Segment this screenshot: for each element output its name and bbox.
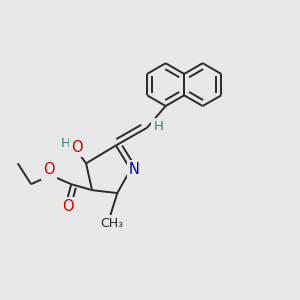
Text: H: H [60, 137, 70, 150]
Text: O: O [43, 162, 55, 177]
Text: CH₃: CH₃ [100, 217, 123, 230]
Text: O: O [62, 199, 74, 214]
Text: H: H [153, 120, 163, 133]
Text: N: N [129, 162, 140, 177]
Text: O: O [71, 140, 83, 154]
